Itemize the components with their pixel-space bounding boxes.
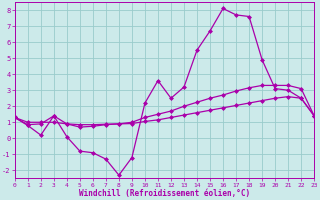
X-axis label: Windchill (Refroidissement éolien,°C): Windchill (Refroidissement éolien,°C) (79, 189, 250, 198)
